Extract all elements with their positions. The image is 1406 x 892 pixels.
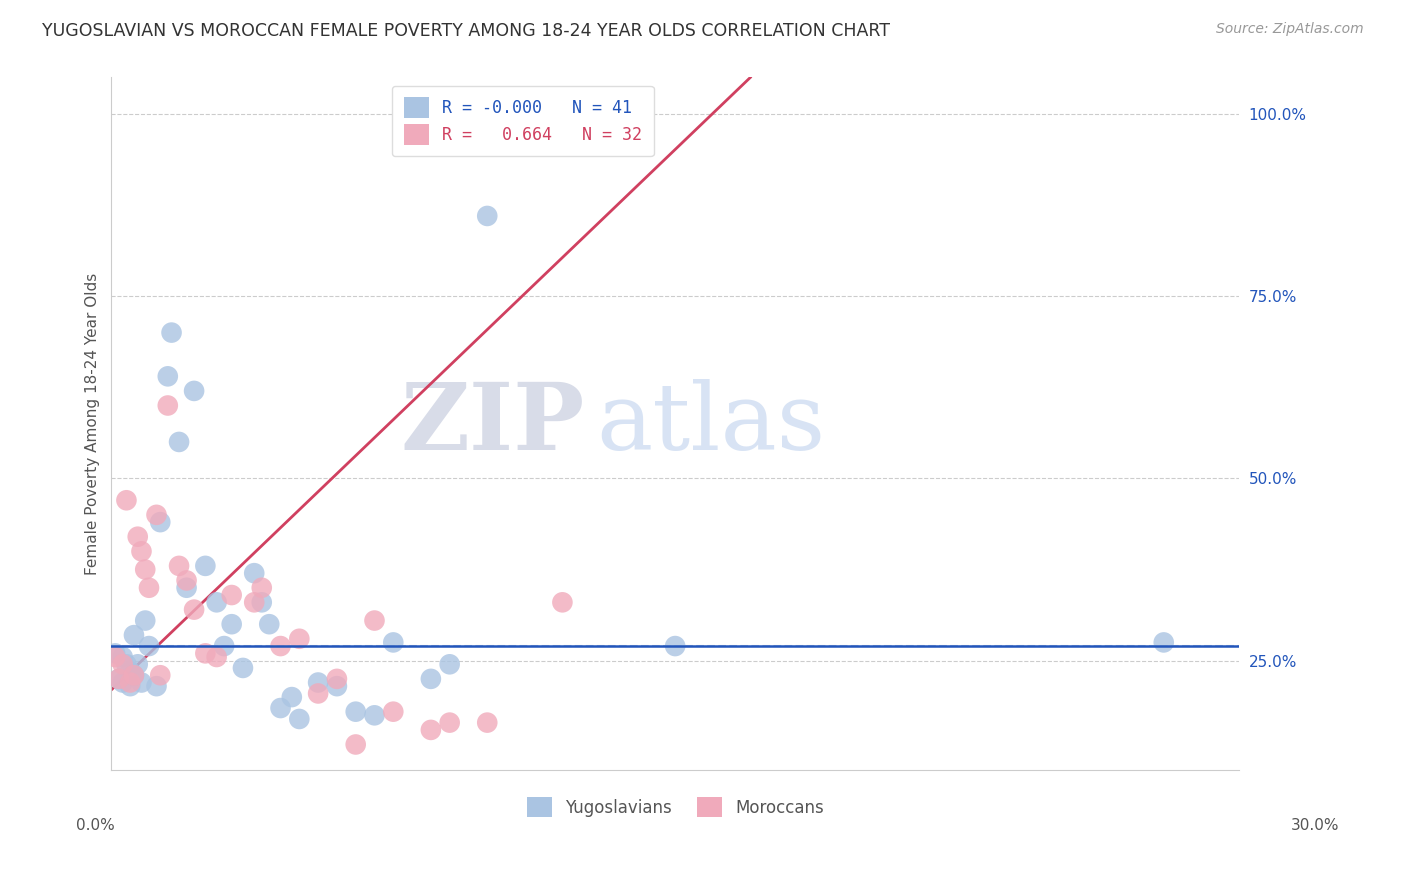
Point xyxy=(363,614,385,628)
Point xyxy=(344,705,367,719)
Point xyxy=(111,657,134,672)
Point xyxy=(104,650,127,665)
Point xyxy=(281,690,304,704)
Point xyxy=(104,646,127,660)
Point xyxy=(156,369,179,384)
Point xyxy=(127,657,149,672)
Point xyxy=(194,558,217,573)
Point xyxy=(138,639,160,653)
Point xyxy=(115,657,138,672)
Point xyxy=(477,209,499,223)
Text: 0.0%: 0.0% xyxy=(76,818,115,832)
Point xyxy=(108,672,131,686)
Point xyxy=(270,639,292,653)
Point xyxy=(145,679,167,693)
Point xyxy=(120,665,142,679)
Legend: Yugoslavians, Moroccans: Yugoslavians, Moroccans xyxy=(520,790,831,824)
Point xyxy=(1153,635,1175,649)
Point xyxy=(326,672,349,686)
Point xyxy=(250,595,273,609)
Point xyxy=(176,574,198,588)
Point xyxy=(183,602,205,616)
Text: atlas: atlas xyxy=(596,379,825,468)
Point xyxy=(288,632,311,646)
Point xyxy=(270,701,292,715)
Point xyxy=(419,723,441,737)
Point xyxy=(122,668,145,682)
Point xyxy=(108,672,131,686)
Point xyxy=(134,562,156,576)
Point xyxy=(167,558,190,573)
Point xyxy=(382,705,405,719)
Point xyxy=(149,668,172,682)
Point xyxy=(111,650,134,665)
Point xyxy=(205,595,228,609)
Point xyxy=(131,544,153,558)
Text: YUGOSLAVIAN VS MOROCCAN FEMALE POVERTY AMONG 18-24 YEAR OLDS CORRELATION CHART: YUGOSLAVIAN VS MOROCCAN FEMALE POVERTY A… xyxy=(42,22,890,40)
Point xyxy=(344,738,367,752)
Point xyxy=(134,614,156,628)
Point xyxy=(111,675,134,690)
Point xyxy=(664,639,686,653)
Point xyxy=(160,326,183,340)
Point xyxy=(250,581,273,595)
Point xyxy=(145,508,167,522)
Text: 30.0%: 30.0% xyxy=(1291,818,1339,832)
Point xyxy=(138,581,160,595)
Point xyxy=(120,679,142,693)
Point xyxy=(176,581,198,595)
Point xyxy=(149,515,172,529)
Point xyxy=(439,657,461,672)
Point xyxy=(120,675,142,690)
Point xyxy=(382,635,405,649)
Point xyxy=(307,686,329,700)
Point xyxy=(259,617,281,632)
Text: ZIP: ZIP xyxy=(401,379,585,468)
Point xyxy=(326,679,349,693)
Point xyxy=(131,675,153,690)
Point xyxy=(183,384,205,398)
Point xyxy=(212,639,235,653)
Point xyxy=(127,530,149,544)
Point xyxy=(288,712,311,726)
Point xyxy=(243,595,266,609)
Point xyxy=(477,715,499,730)
Y-axis label: Female Poverty Among 18-24 Year Olds: Female Poverty Among 18-24 Year Olds xyxy=(86,273,100,574)
Point xyxy=(156,399,179,413)
Point xyxy=(419,672,441,686)
Point xyxy=(194,646,217,660)
Point xyxy=(205,650,228,665)
Point xyxy=(122,628,145,642)
Point xyxy=(115,493,138,508)
Point xyxy=(551,595,574,609)
Text: Source: ZipAtlas.com: Source: ZipAtlas.com xyxy=(1216,22,1364,37)
Point xyxy=(122,668,145,682)
Point xyxy=(363,708,385,723)
Point xyxy=(243,566,266,581)
Point xyxy=(221,617,243,632)
Point xyxy=(307,675,329,690)
Point xyxy=(167,434,190,449)
Point xyxy=(221,588,243,602)
Point xyxy=(439,715,461,730)
Point xyxy=(232,661,254,675)
